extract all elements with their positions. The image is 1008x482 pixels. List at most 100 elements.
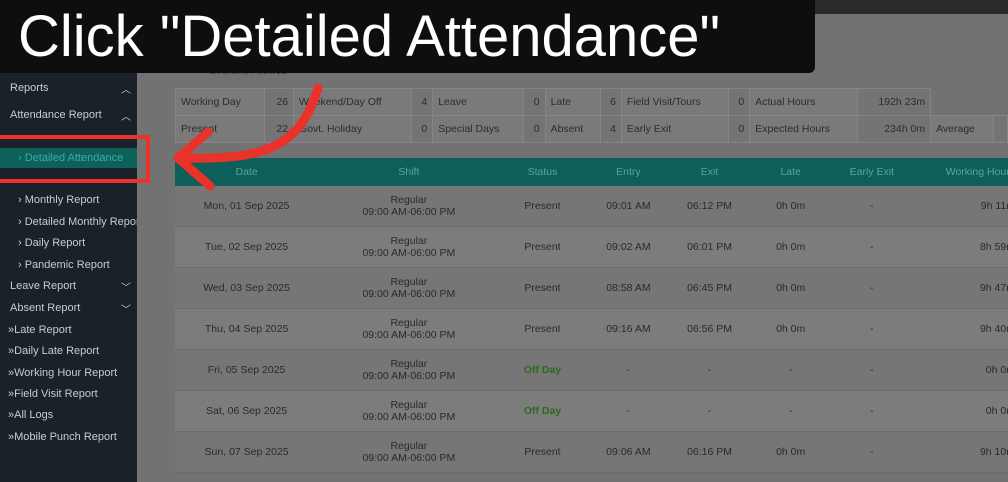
table-cell: 9h 10m xyxy=(979,446,1008,458)
sidebar-item[interactable]: › Pandemic Report xyxy=(0,255,137,275)
table-row: Fri, 05 Sep 2025 Regular 09:00 AM-06:00 PM… xyxy=(175,350,1008,391)
table-cell: 08:58 AM xyxy=(606,282,651,294)
sidebar-item[interactable]: »Working Hour Report xyxy=(0,363,137,383)
summary-value: 0 xyxy=(727,88,751,116)
sidebar-item[interactable]: › Monthly Report xyxy=(0,190,137,210)
summary-value: 0 xyxy=(727,115,751,143)
shift-cell: Regular 09:00 AM-06:00 PM xyxy=(318,276,499,300)
column-header[interactable]: Early Exit xyxy=(849,166,894,178)
sidebar-item[interactable]: › Detailed Monthly Report xyxy=(0,212,143,232)
summary-value: 192h 23m xyxy=(857,88,932,116)
table-row: Mon, 01 Sep 2025 Regular 09:00 AM-06:00 PM… xyxy=(175,186,1008,227)
table-cell: Regular xyxy=(390,317,428,329)
sidebar-item-label: › Monthly Report xyxy=(18,194,100,206)
table-row: Sun, 07 Sep 2025 Regular 09:00 AM-06:00 PM… xyxy=(175,432,1008,473)
table-cell: - xyxy=(788,405,793,417)
sidebar-item-label: › Detailed Monthly Report xyxy=(18,216,143,228)
sidebar-item[interactable]: › Daily Report xyxy=(0,233,137,253)
summary-label: Absent xyxy=(544,115,601,143)
shift-cell: Regular 09:00 AM-06:00 PM xyxy=(318,235,499,259)
table-cell: 9h 11m xyxy=(980,200,1008,212)
sidebar-item-label: »Field Visit Report xyxy=(8,388,98,400)
sidebar-item[interactable]: »Mobile Punch Report xyxy=(0,427,137,447)
table-cell: - xyxy=(870,200,874,212)
table-cell: - xyxy=(870,323,874,335)
table-cell: 09:00 AM-06:00 PM xyxy=(362,288,456,300)
table-cell: Regular xyxy=(390,194,428,206)
shift-cell: Regular 09:00 AM-06:00 PM xyxy=(318,358,499,382)
table-cell: 09:00 AM-06:00 PM xyxy=(362,206,456,218)
table-cell: 9h 47m xyxy=(979,282,1008,294)
table-row: Sat, 06 Sep 2025 Regular 09:00 AM-06:00 PM… xyxy=(175,391,1008,432)
column-header[interactable]: Late xyxy=(780,166,801,178)
sidebar-item[interactable]: Attendance Report ︿ xyxy=(0,105,137,125)
table-cell: Present xyxy=(524,282,561,294)
column-header[interactable]: Status xyxy=(527,166,558,178)
table-cell: 06:45 PM xyxy=(687,282,733,294)
column-header[interactable]: Working Hours xyxy=(945,166,1008,178)
summary-label: Average xyxy=(930,115,995,143)
table-cell: Present xyxy=(524,323,561,335)
table-cell: 06:16 PM xyxy=(687,446,733,458)
summary-label: Govt. Holiday xyxy=(293,115,412,143)
table-cell: 9h 40m xyxy=(979,323,1008,335)
sidebar-item-label: Attendance Report xyxy=(10,109,102,121)
summary-row: Working Day 26 Weekend/Day Off 4 Leave 0 Late 6… xyxy=(174,88,1008,116)
sidebar-item[interactable]: Leave Report ﹀ xyxy=(0,276,137,296)
summary-table: Working Day 26 Weekend/Day Off 4 Leave 0 Late 6… xyxy=(174,88,1008,143)
sidebar-item-label: »Daily Late Report xyxy=(8,345,100,357)
summary-label: Field Visit/Tours xyxy=(620,88,730,116)
table-cell: Off Day xyxy=(523,364,562,376)
summary-value xyxy=(993,115,1008,143)
table-cell: 09:00 AM-06:00 PM xyxy=(362,370,456,382)
summary-value: 0 xyxy=(410,115,434,143)
summary-label: Expected Hours xyxy=(749,115,859,143)
table-cell: 09:16 AM xyxy=(606,323,651,335)
sidebar-item[interactable]: »Daily Late Report xyxy=(0,341,137,361)
table-cell: 09:02 AM xyxy=(606,241,651,253)
sidebar-item-label: »All Logs xyxy=(8,409,54,421)
table-cell: Present xyxy=(524,446,561,458)
summary-row: Present 22 Govt. Holiday 0 Special Days 0 Abse… xyxy=(174,115,1008,143)
sidebar-item[interactable]: › Detailed Attendance xyxy=(0,148,137,168)
table-row: Wed, 03 Sep 2025 Regular 09:00 AM-06:00 PM… xyxy=(175,268,1008,309)
sidebar-item-label: Absent Report xyxy=(10,302,81,314)
main-content: Overtime Allowed Working Day26Weekend/Da… xyxy=(137,0,1008,482)
summary-value: 0 xyxy=(523,88,546,116)
table-cell: - xyxy=(870,364,874,376)
chevron-down-icon[interactable]: ﹀ xyxy=(121,304,131,316)
table-cell: - xyxy=(626,364,631,376)
chevron-up-icon[interactable]: ︿ xyxy=(121,111,131,123)
table-row: Tue, 02 Sep 2025 Regular 09:00 AM-06:00 PM… xyxy=(175,227,1008,268)
table-cell: 06:01 PM xyxy=(687,241,733,253)
shift-cell: Regular 09:00 AM-06:00 PM xyxy=(318,317,499,341)
table-cell: Wed, 03 Sep 2025 xyxy=(203,282,290,294)
sidebar-item[interactable]: »All Logs xyxy=(0,405,137,425)
column-header[interactable]: Entry xyxy=(616,166,641,178)
sidebar-item[interactable]: Reports ︿ xyxy=(0,78,137,98)
column-header[interactable]: Exit xyxy=(700,166,719,178)
column-header[interactable]: Date xyxy=(235,166,258,178)
table-cell: 09:00 AM-06:00 PM xyxy=(362,329,456,341)
chevron-up-icon[interactable]: ︿ xyxy=(121,84,131,96)
shift-cell: Regular 09:00 AM-06:00 PM xyxy=(318,399,499,423)
summary-value: 4 xyxy=(599,115,622,143)
chevron-down-icon[interactable]: ﹀ xyxy=(121,282,131,294)
shift-cell: Regular 09:00 AM-06:00 PM xyxy=(318,440,499,464)
table-cell: - xyxy=(870,405,874,417)
column-header[interactable]: Shift xyxy=(398,166,420,178)
sidebar-item[interactable]: Absent Report ﹀ xyxy=(0,298,137,318)
table-cell: 8h 59m xyxy=(979,241,1008,253)
table-cell: 06:56 PM xyxy=(687,323,733,335)
summary-value: 6 xyxy=(599,88,622,116)
table-cell: Regular xyxy=(390,440,428,452)
table-cell: Regular xyxy=(390,358,428,370)
instruction-caption: Click "Detailed Attendance" xyxy=(0,0,815,73)
sidebar: Reports ︿ Attendance Report ︿ › Detailed Att… xyxy=(0,0,143,482)
sidebar-item[interactable]: »Field Visit Report xyxy=(0,384,137,404)
table-cell: - xyxy=(788,364,793,376)
summary-label: Present xyxy=(174,115,266,143)
summary-label: Actual Hours xyxy=(749,88,859,116)
sidebar-item[interactable]: »Late Report xyxy=(0,320,137,340)
